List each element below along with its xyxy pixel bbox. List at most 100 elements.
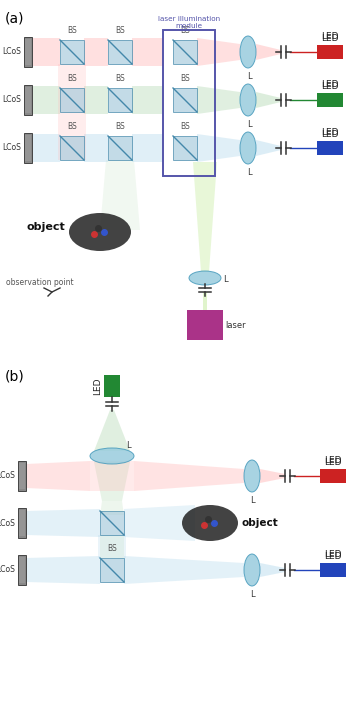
Bar bbox=[18, 555, 26, 585]
Polygon shape bbox=[193, 162, 217, 272]
Text: LED: LED bbox=[321, 130, 339, 139]
Text: object: object bbox=[242, 518, 279, 528]
Polygon shape bbox=[32, 134, 60, 162]
Bar bbox=[173, 88, 197, 112]
Bar bbox=[317, 45, 343, 59]
Polygon shape bbox=[26, 556, 100, 584]
Text: LED: LED bbox=[324, 456, 342, 465]
Ellipse shape bbox=[240, 132, 256, 164]
Text: BS: BS bbox=[180, 26, 190, 35]
Text: (b): (b) bbox=[5, 370, 25, 384]
Bar bbox=[18, 461, 26, 491]
Text: LCoS: LCoS bbox=[2, 96, 21, 104]
Text: LED: LED bbox=[321, 80, 339, 89]
Polygon shape bbox=[84, 38, 108, 66]
Polygon shape bbox=[124, 556, 244, 584]
Bar bbox=[19, 463, 25, 489]
Bar bbox=[25, 135, 31, 161]
Bar bbox=[163, 30, 215, 176]
Polygon shape bbox=[260, 469, 285, 483]
Polygon shape bbox=[132, 38, 163, 66]
Polygon shape bbox=[84, 86, 108, 114]
Bar bbox=[60, 40, 84, 64]
Bar bbox=[108, 136, 132, 160]
Text: L: L bbox=[250, 496, 254, 505]
Ellipse shape bbox=[189, 271, 221, 285]
Polygon shape bbox=[90, 461, 134, 491]
Polygon shape bbox=[197, 86, 240, 114]
Text: LED: LED bbox=[321, 128, 339, 137]
Bar bbox=[173, 136, 197, 160]
Bar bbox=[100, 511, 124, 535]
Text: LED: LED bbox=[93, 377, 102, 395]
Text: BS: BS bbox=[180, 74, 190, 83]
Bar bbox=[317, 141, 343, 155]
Polygon shape bbox=[58, 64, 86, 160]
Text: L: L bbox=[247, 120, 251, 129]
Ellipse shape bbox=[244, 554, 260, 586]
Text: BS: BS bbox=[180, 122, 190, 131]
Polygon shape bbox=[98, 535, 126, 558]
Bar bbox=[173, 40, 197, 64]
Text: LCoS: LCoS bbox=[2, 143, 21, 152]
Bar bbox=[320, 469, 346, 483]
Polygon shape bbox=[84, 134, 108, 162]
Text: BS: BS bbox=[115, 74, 125, 83]
Text: object: object bbox=[26, 222, 65, 232]
Bar bbox=[19, 557, 25, 583]
Bar bbox=[19, 510, 25, 536]
Text: LED: LED bbox=[321, 32, 339, 41]
Ellipse shape bbox=[240, 36, 256, 68]
Text: LCoS: LCoS bbox=[0, 566, 15, 574]
Polygon shape bbox=[134, 461, 244, 491]
Text: BS: BS bbox=[115, 122, 125, 131]
Text: laser: laser bbox=[225, 320, 246, 330]
Polygon shape bbox=[26, 509, 100, 537]
Polygon shape bbox=[256, 92, 281, 108]
Text: observation point: observation point bbox=[6, 278, 74, 287]
Text: LED: LED bbox=[324, 458, 342, 467]
Text: (a): (a) bbox=[5, 12, 24, 26]
Bar bbox=[60, 88, 84, 112]
Bar bbox=[24, 37, 32, 67]
Polygon shape bbox=[197, 134, 240, 162]
Bar bbox=[25, 39, 31, 65]
Polygon shape bbox=[260, 563, 285, 577]
Polygon shape bbox=[256, 140, 281, 156]
Text: laser illumination
module: laser illumination module bbox=[158, 16, 220, 29]
Text: LED: LED bbox=[321, 82, 339, 91]
Ellipse shape bbox=[90, 448, 134, 464]
Polygon shape bbox=[100, 160, 140, 230]
Polygon shape bbox=[124, 505, 195, 541]
Bar bbox=[104, 375, 120, 397]
Polygon shape bbox=[203, 292, 207, 310]
Bar bbox=[24, 133, 32, 163]
Polygon shape bbox=[132, 86, 163, 114]
Text: BS: BS bbox=[67, 122, 77, 131]
Text: L: L bbox=[223, 276, 228, 284]
Text: BS: BS bbox=[67, 74, 77, 83]
Polygon shape bbox=[32, 86, 60, 114]
Bar bbox=[187, 310, 223, 340]
Polygon shape bbox=[132, 134, 163, 162]
Polygon shape bbox=[26, 461, 90, 491]
Text: BS: BS bbox=[115, 26, 125, 35]
Bar bbox=[24, 85, 32, 115]
Bar bbox=[18, 508, 26, 538]
Polygon shape bbox=[197, 38, 240, 66]
Ellipse shape bbox=[240, 84, 256, 116]
Bar bbox=[100, 558, 124, 582]
Ellipse shape bbox=[182, 505, 238, 541]
Bar bbox=[320, 563, 346, 577]
Bar bbox=[108, 40, 132, 64]
Polygon shape bbox=[32, 38, 60, 66]
Polygon shape bbox=[100, 501, 124, 515]
Polygon shape bbox=[100, 535, 124, 558]
Text: L: L bbox=[247, 168, 251, 177]
Bar bbox=[60, 136, 84, 160]
Text: L: L bbox=[126, 442, 131, 450]
Bar bbox=[108, 88, 132, 112]
Text: BS: BS bbox=[107, 544, 117, 553]
Text: LED: LED bbox=[324, 552, 342, 561]
Polygon shape bbox=[256, 44, 281, 60]
